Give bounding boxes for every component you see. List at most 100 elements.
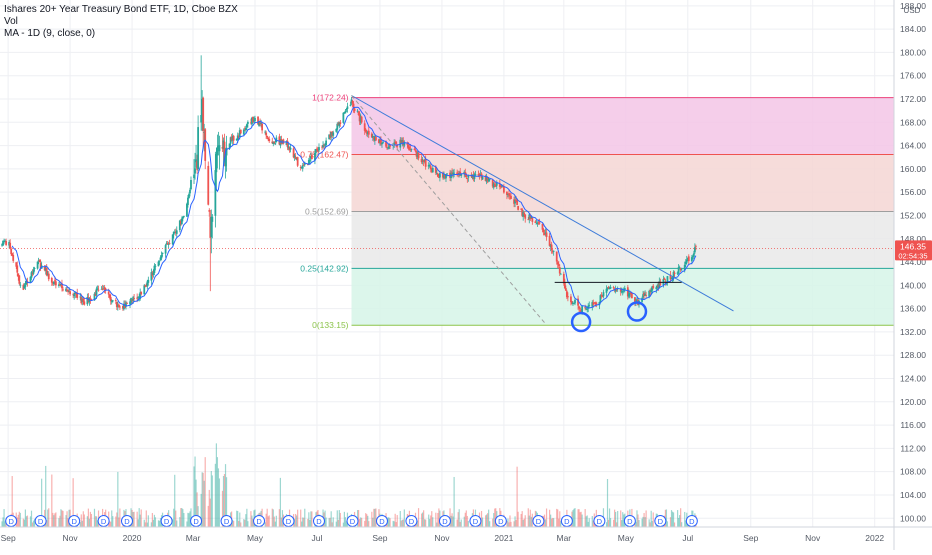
volume-bar	[423, 510, 425, 527]
volume-bar	[584, 509, 586, 527]
candle-body	[316, 148, 318, 151]
volume-bar	[368, 521, 370, 527]
volume-bar	[89, 511, 92, 527]
volume-bar	[202, 472, 204, 527]
candle-body	[612, 287, 615, 288]
candle-body	[266, 135, 269, 138]
candle-body	[216, 147, 219, 156]
volume-bar	[303, 517, 305, 527]
candle-body	[394, 141, 397, 143]
candle-body	[73, 294, 76, 296]
x-tick-label: Sep	[1, 533, 16, 543]
candle-body	[175, 230, 178, 234]
candle-body	[328, 134, 331, 140]
volume-bar	[436, 522, 438, 527]
candle-body	[357, 112, 360, 116]
candle-body	[95, 288, 98, 295]
volume-bar	[331, 522, 333, 527]
candle-body	[381, 143, 383, 145]
volume-bar	[80, 514, 82, 527]
bottom-marker-circle	[570, 311, 592, 333]
candle-body	[556, 262, 559, 265]
candle-body	[193, 174, 195, 179]
candle-body	[415, 151, 418, 157]
candle-body	[403, 141, 406, 146]
chart-legend: Ishares 20+ Year Treasury Bond ETF, 1D, …	[4, 4, 238, 40]
fib-zone	[351, 97, 895, 155]
volume-bar	[605, 522, 608, 527]
y-tick-label: 120.00	[900, 397, 926, 407]
y-tick-label: 128.00	[900, 350, 926, 360]
candle-body	[592, 302, 595, 305]
candle-body	[158, 260, 161, 262]
volume-bar	[187, 512, 189, 527]
volume-bar	[273, 516, 275, 527]
candle-body	[587, 305, 590, 309]
volume-bar	[247, 521, 249, 527]
volume-bar	[578, 509, 580, 527]
volume-bar	[416, 520, 419, 527]
candle-body	[165, 243, 168, 245]
volume-bar	[393, 521, 395, 527]
volume-bar	[480, 510, 483, 527]
candle-body	[221, 147, 224, 149]
volume-bar	[507, 518, 509, 527]
candle-body	[600, 294, 603, 296]
candle-body	[265, 132, 268, 136]
candle-body	[565, 291, 568, 298]
candle-body	[109, 297, 112, 302]
candle-body	[329, 134, 332, 138]
candle-body	[44, 268, 47, 271]
volume-bar	[466, 515, 468, 527]
candle-body	[506, 191, 508, 195]
candle-body	[650, 289, 653, 293]
candle-body	[207, 165, 210, 205]
volume-bar	[494, 508, 496, 527]
candle-body	[131, 299, 133, 301]
candle-body	[143, 285, 146, 295]
dividend-marker-label: D	[658, 517, 664, 526]
candle-body	[395, 141, 398, 144]
candle-body	[151, 272, 154, 276]
volume-bar	[279, 477, 281, 527]
volume-bar	[506, 520, 508, 527]
candle-body	[683, 264, 686, 271]
volume-bar	[204, 457, 206, 527]
candle-body	[116, 305, 119, 307]
candle-body	[293, 155, 296, 158]
candle-body	[314, 152, 316, 161]
candle-body	[657, 284, 660, 288]
volume-bar	[281, 510, 284, 527]
volume-label: Vol	[4, 16, 18, 27]
candle-body	[422, 160, 425, 163]
volume-bar	[613, 519, 615, 527]
volume-bar	[297, 509, 299, 527]
volume-bar	[371, 511, 373, 527]
volume-bar	[58, 518, 60, 527]
candle-body	[187, 197, 189, 205]
dividend-marker-label: D	[316, 517, 322, 526]
candle-body	[513, 199, 515, 204]
x-tick-label: Jul	[312, 533, 323, 543]
candle-body	[414, 150, 417, 152]
candle-body	[114, 300, 117, 301]
volume-bar	[151, 512, 153, 527]
volume-bar	[577, 509, 579, 527]
candle-body	[51, 282, 54, 284]
candle-body	[22, 284, 25, 290]
candle-body	[548, 235, 551, 246]
candle-body	[594, 302, 597, 303]
candle-body	[96, 288, 99, 290]
dividend-marker-label: D	[38, 517, 44, 526]
volume-bar	[307, 518, 309, 527]
candle-body	[463, 171, 466, 174]
candle-body	[133, 298, 135, 299]
candle-body	[204, 129, 207, 161]
candle-body	[90, 299, 93, 301]
y-tick-label: 140.00	[900, 280, 926, 290]
volume-bar	[452, 516, 454, 527]
volume-bar	[233, 520, 235, 527]
candle-body	[380, 139, 382, 145]
